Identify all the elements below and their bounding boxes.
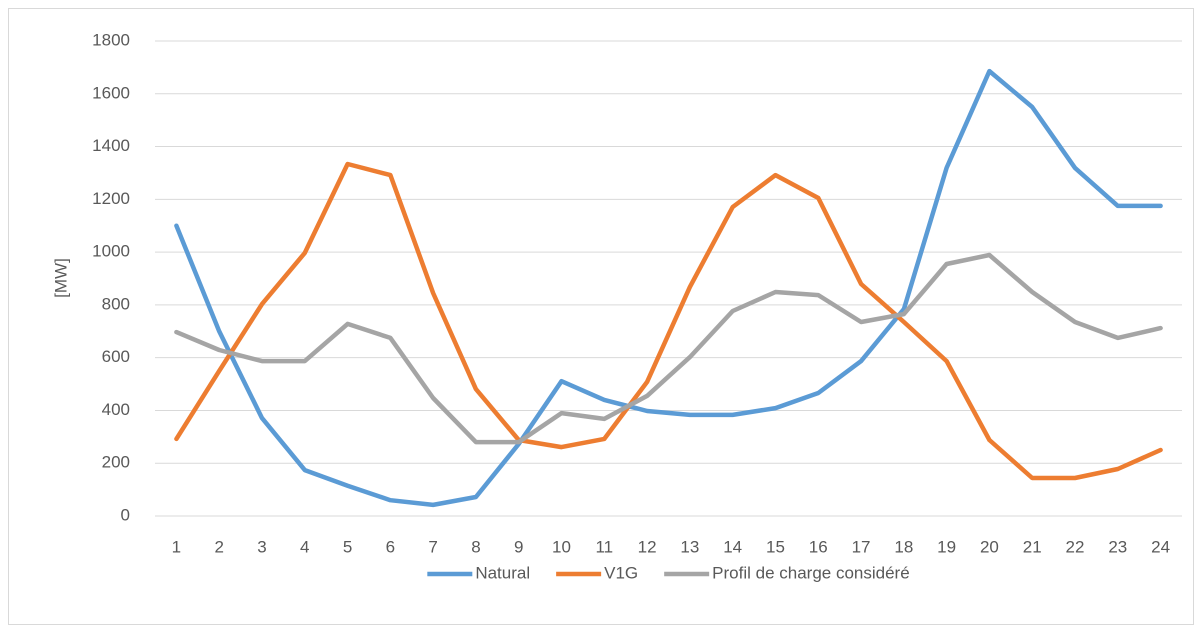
y-tick-label: 0 (121, 505, 130, 524)
x-tick-label: 8 (471, 537, 480, 556)
x-tick-label: 6 (386, 537, 395, 556)
x-tick-label: 5 (343, 537, 352, 556)
x-tick-label: 22 (1066, 537, 1085, 556)
x-tick-label: 23 (1108, 537, 1127, 556)
y-tick-label: 400 (102, 400, 130, 419)
y-tick-label: 1200 (92, 189, 130, 208)
x-tick-label: 2 (214, 537, 223, 556)
y-axis-label: [MW] (51, 258, 70, 298)
y-tick-label: 800 (102, 294, 130, 313)
x-tick-label: 20 (980, 537, 999, 556)
legend-label: Natural (475, 563, 530, 582)
x-tick-label: 14 (723, 537, 742, 556)
x-tick-label: 21 (1023, 537, 1042, 556)
x-tick-label: 11 (595, 537, 613, 556)
x-tick-label: 19 (937, 537, 956, 556)
x-tick-label: 24 (1151, 537, 1170, 556)
series-line (174, 252, 1163, 445)
y-tick-label: 1600 (92, 83, 130, 102)
x-tick-label: 18 (894, 537, 913, 556)
x-tick-label: 3 (257, 537, 266, 556)
y-tick-label: 1000 (92, 242, 130, 261)
x-tick-label: 12 (638, 537, 657, 556)
x-tick-label: 13 (680, 537, 699, 556)
y-tick-label: 1400 (92, 136, 130, 155)
y-tick-label: 200 (102, 453, 130, 472)
x-tick-label: 9 (514, 537, 523, 556)
x-tick-label: 10 (552, 537, 571, 556)
y-tick-label: 600 (102, 347, 130, 366)
x-tick-label: 16 (809, 537, 828, 556)
chart-border (8, 8, 1194, 625)
x-tick-label: 7 (428, 537, 437, 556)
series-line (174, 68, 1163, 508)
x-tick-label: 4 (300, 537, 309, 556)
x-tick-label: 17 (852, 537, 871, 556)
legend-label: V1G (604, 563, 638, 582)
x-tick-label: 15 (766, 537, 785, 556)
legend-label: Profil de charge considéré (712, 563, 910, 582)
series-line (174, 161, 1163, 481)
x-tick-label: 1 (172, 537, 181, 556)
y-tick-label: 1800 (92, 30, 130, 49)
